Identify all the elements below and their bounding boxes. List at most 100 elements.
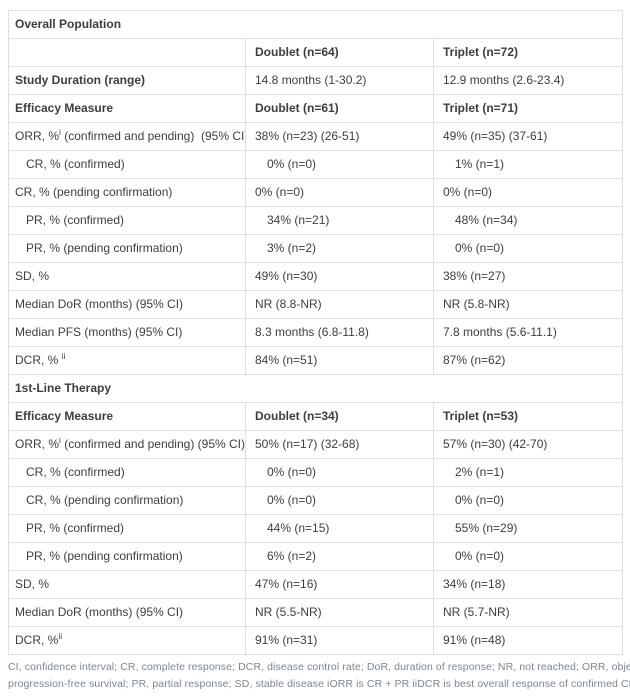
triplet-value-cell: 0% (n=0) bbox=[432, 542, 624, 571]
triplet-value-cell: 55% (n=29) bbox=[432, 514, 624, 543]
row-label-cell: CR, % (pending confirmation) bbox=[8, 178, 246, 207]
table-row-median-pfs: Median PFS (months) (95% CI) 8.3 months … bbox=[8, 318, 624, 347]
doublet-value-cell: 6% (n=2) bbox=[245, 542, 434, 571]
doublet-value-cell: 0% (n=0) bbox=[245, 150, 434, 179]
doublet-value-cell: 14.8 months (1-30.2) bbox=[245, 66, 434, 95]
triplet-value-cell: 7.8 months (5.6-11.1) bbox=[432, 318, 624, 347]
table-row-section-overall-population: Overall Population bbox=[7, 10, 624, 39]
row-label-cell: Median PFS (months) (95% CI) bbox=[8, 318, 246, 347]
table-row-pr-confirmed-2: PR, % (confirmed) 44% (n=15) 55% (n=29) bbox=[8, 514, 624, 543]
row-label-cell bbox=[8, 38, 246, 67]
footnote-marker-i: i bbox=[59, 127, 61, 137]
triplet-value-cell: 2% (n=1) bbox=[432, 458, 624, 487]
footnote-line: CI, confidence interval; CR, complete re… bbox=[8, 661, 630, 673]
section-header-cell: 1st-Line Therapy bbox=[7, 374, 624, 403]
doublet-header-cell: Doublet (n=34) bbox=[245, 402, 434, 431]
triplet-header-cell: Triplet (n=71) bbox=[432, 94, 624, 123]
table-row-pr-pending-2: PR, % (pending confirmation) 6% (n=2) 0%… bbox=[8, 542, 624, 571]
row-label-text: ORR, % bbox=[15, 437, 60, 451]
triplet-value-cell: 1% (n=1) bbox=[432, 150, 624, 179]
row-label-cell: DCR, %ii bbox=[8, 626, 246, 655]
efficacy-table: Overall Population Doublet (n=64) Triple… bbox=[7, 10, 624, 655]
table-row-pr-confirmed: PR, % (confirmed) 34% (n=21) 48% (n=34) bbox=[8, 206, 624, 235]
table-row-section-first-line-therapy: 1st-Line Therapy bbox=[7, 374, 624, 403]
table-row-cr-pending: CR, % (pending confirmation) 0% (n=0) 0%… bbox=[8, 178, 624, 207]
doublet-value-cell: 0% (n=0) bbox=[245, 458, 434, 487]
table-row-dcr-2: DCR, %ii 91% (n=31) 91% (n=48) bbox=[8, 626, 624, 655]
row-label-text: DCR, % bbox=[15, 633, 59, 647]
doublet-header-cell: Doublet (n=61) bbox=[245, 94, 434, 123]
table-row-pr-pending: PR, % (pending confirmation) 3% (n=2) 0%… bbox=[8, 234, 624, 263]
row-label-cell: CR, % (pending confirmation) bbox=[8, 486, 246, 515]
row-label-cell: PR, % (confirmed) bbox=[8, 514, 246, 543]
triplet-value-cell: 0% (n=0) bbox=[432, 234, 624, 263]
doublet-value-cell: 50% (n=17) (32-68) bbox=[245, 430, 434, 459]
triplet-value-cell: 91% (n=48) bbox=[432, 626, 624, 655]
doublet-value-cell: 38% (n=23) (26-51) bbox=[245, 122, 434, 151]
row-label-cell: ORR, %i (confirmed and pending) (95% CI) bbox=[8, 122, 246, 151]
triplet-value-cell: 87% (n=62) bbox=[432, 346, 624, 375]
row-label-cell: CR, % (confirmed) bbox=[8, 458, 246, 487]
row-label-cell: SD, % bbox=[8, 262, 246, 291]
row-label-cell: ORR, %i (confirmed and pending) (95% CI) bbox=[8, 430, 246, 459]
doublet-value-cell: 3% (n=2) bbox=[245, 234, 434, 263]
table-row-orr-2: ORR, %i (confirmed and pending) (95% CI)… bbox=[8, 430, 624, 459]
row-label-cell: Median DoR (months) (95% CI) bbox=[8, 290, 246, 319]
footnote-marker-ii: ii bbox=[61, 351, 66, 361]
triplet-value-cell: 57% (n=30) (42-70) bbox=[432, 430, 624, 459]
row-label-cell: Study Duration (range) bbox=[8, 66, 246, 95]
table-row-efficacy-measure-header: Efficacy Measure Doublet (n=61) Triplet … bbox=[8, 94, 624, 123]
row-label-cell: PR, % (pending confirmation) bbox=[8, 542, 246, 571]
table-row-efficacy-measure-header-2: Efficacy Measure Doublet (n=34) Triplet … bbox=[8, 402, 624, 431]
triplet-value-cell: 38% (n=27) bbox=[432, 262, 624, 291]
section-header-cell: Overall Population bbox=[7, 10, 624, 39]
doublet-value-cell: 91% (n=31) bbox=[245, 626, 434, 655]
doublet-value-cell: 8.3 months (6.8-11.8) bbox=[245, 318, 434, 347]
triplet-value-cell: 12.9 months (2.6-23.4) bbox=[432, 66, 624, 95]
row-label-text: DCR, % bbox=[15, 353, 62, 367]
row-label-text: (confirmed and pending) (95% CI) bbox=[60, 437, 245, 451]
doublet-value-cell: 0% (n=0) bbox=[245, 486, 434, 515]
doublet-value-cell: 34% (n=21) bbox=[245, 206, 434, 235]
footnote-marker-i: i bbox=[59, 435, 61, 445]
triplet-value-cell: 34% (n=18) bbox=[432, 570, 624, 599]
doublet-value-cell: 44% (n=15) bbox=[245, 514, 434, 543]
footnote-marker-ii: ii bbox=[58, 631, 63, 641]
table-row-cr-confirmed-2: CR, % (confirmed) 0% (n=0) 2% (n=1) bbox=[8, 458, 624, 487]
table-row-median-dor-2: Median DoR (months) (95% CI) NR (5.5-NR)… bbox=[8, 598, 624, 627]
row-label-cell: CR, % (confirmed) bbox=[8, 150, 246, 179]
row-label-cell: Efficacy Measure bbox=[8, 402, 246, 431]
row-label-text: ORR, % bbox=[15, 129, 60, 143]
row-label-cell: Median DoR (months) (95% CI) bbox=[8, 598, 246, 627]
table-row-sd-2: SD, % 47% (n=16) 34% (n=18) bbox=[8, 570, 624, 599]
table-row-cr-pending-2: CR, % (pending confirmation) 0% (n=0) 0%… bbox=[8, 486, 624, 515]
table-row-arm-header: Doublet (n=64) Triplet (n=72) bbox=[8, 38, 624, 67]
table-row-study-duration: Study Duration (range) 14.8 months (1-30… bbox=[8, 66, 624, 95]
triplet-value-cell: 0% (n=0) bbox=[432, 178, 624, 207]
doublet-value-cell: 47% (n=16) bbox=[245, 570, 434, 599]
triplet-value-cell: 48% (n=34) bbox=[432, 206, 624, 235]
doublet-value-cell: 0% (n=0) bbox=[245, 178, 434, 207]
table-row-orr: ORR, %i (confirmed and pending) (95% CI)… bbox=[8, 122, 624, 151]
triplet-value-cell: 49% (n=35) (37-61) bbox=[432, 122, 624, 151]
triplet-value-cell: NR (5.8-NR) bbox=[432, 290, 624, 319]
doublet-value-cell: 49% (n=30) bbox=[245, 262, 434, 291]
table-row-sd: SD, % 49% (n=30) 38% (n=27) bbox=[8, 262, 624, 291]
table-row-cr-confirmed: CR, % (confirmed) 0% (n=0) 1% (n=1) bbox=[8, 150, 624, 179]
doublet-value-cell: 84% (n=51) bbox=[245, 346, 434, 375]
row-label-cell: PR, % (pending confirmation) bbox=[8, 234, 246, 263]
row-label-cell: SD, % bbox=[8, 570, 246, 599]
row-label-cell: PR, % (confirmed) bbox=[8, 206, 246, 235]
triplet-value-cell: 0% (n=0) bbox=[432, 486, 624, 515]
footnote-line: progression-free survival; PR, partial r… bbox=[8, 678, 630, 690]
table-row-dcr: DCR, % ii 84% (n=51) 87% (n=62) bbox=[8, 346, 624, 375]
doublet-value-cell: NR (5.5-NR) bbox=[245, 598, 434, 627]
row-label-text: (confirmed and pending) (95% CI) bbox=[60, 129, 246, 143]
triplet-header-cell: Triplet (n=72) bbox=[432, 38, 624, 67]
table-row-median-dor: Median DoR (months) (95% CI) NR (8.8-NR)… bbox=[8, 290, 624, 319]
abbreviations-footnote: CI, confidence interval; CR, complete re… bbox=[8, 659, 630, 693]
row-label-cell: DCR, % ii bbox=[8, 346, 246, 375]
row-label-cell: Efficacy Measure bbox=[8, 94, 246, 123]
triplet-value-cell: NR (5.7-NR) bbox=[432, 598, 624, 627]
